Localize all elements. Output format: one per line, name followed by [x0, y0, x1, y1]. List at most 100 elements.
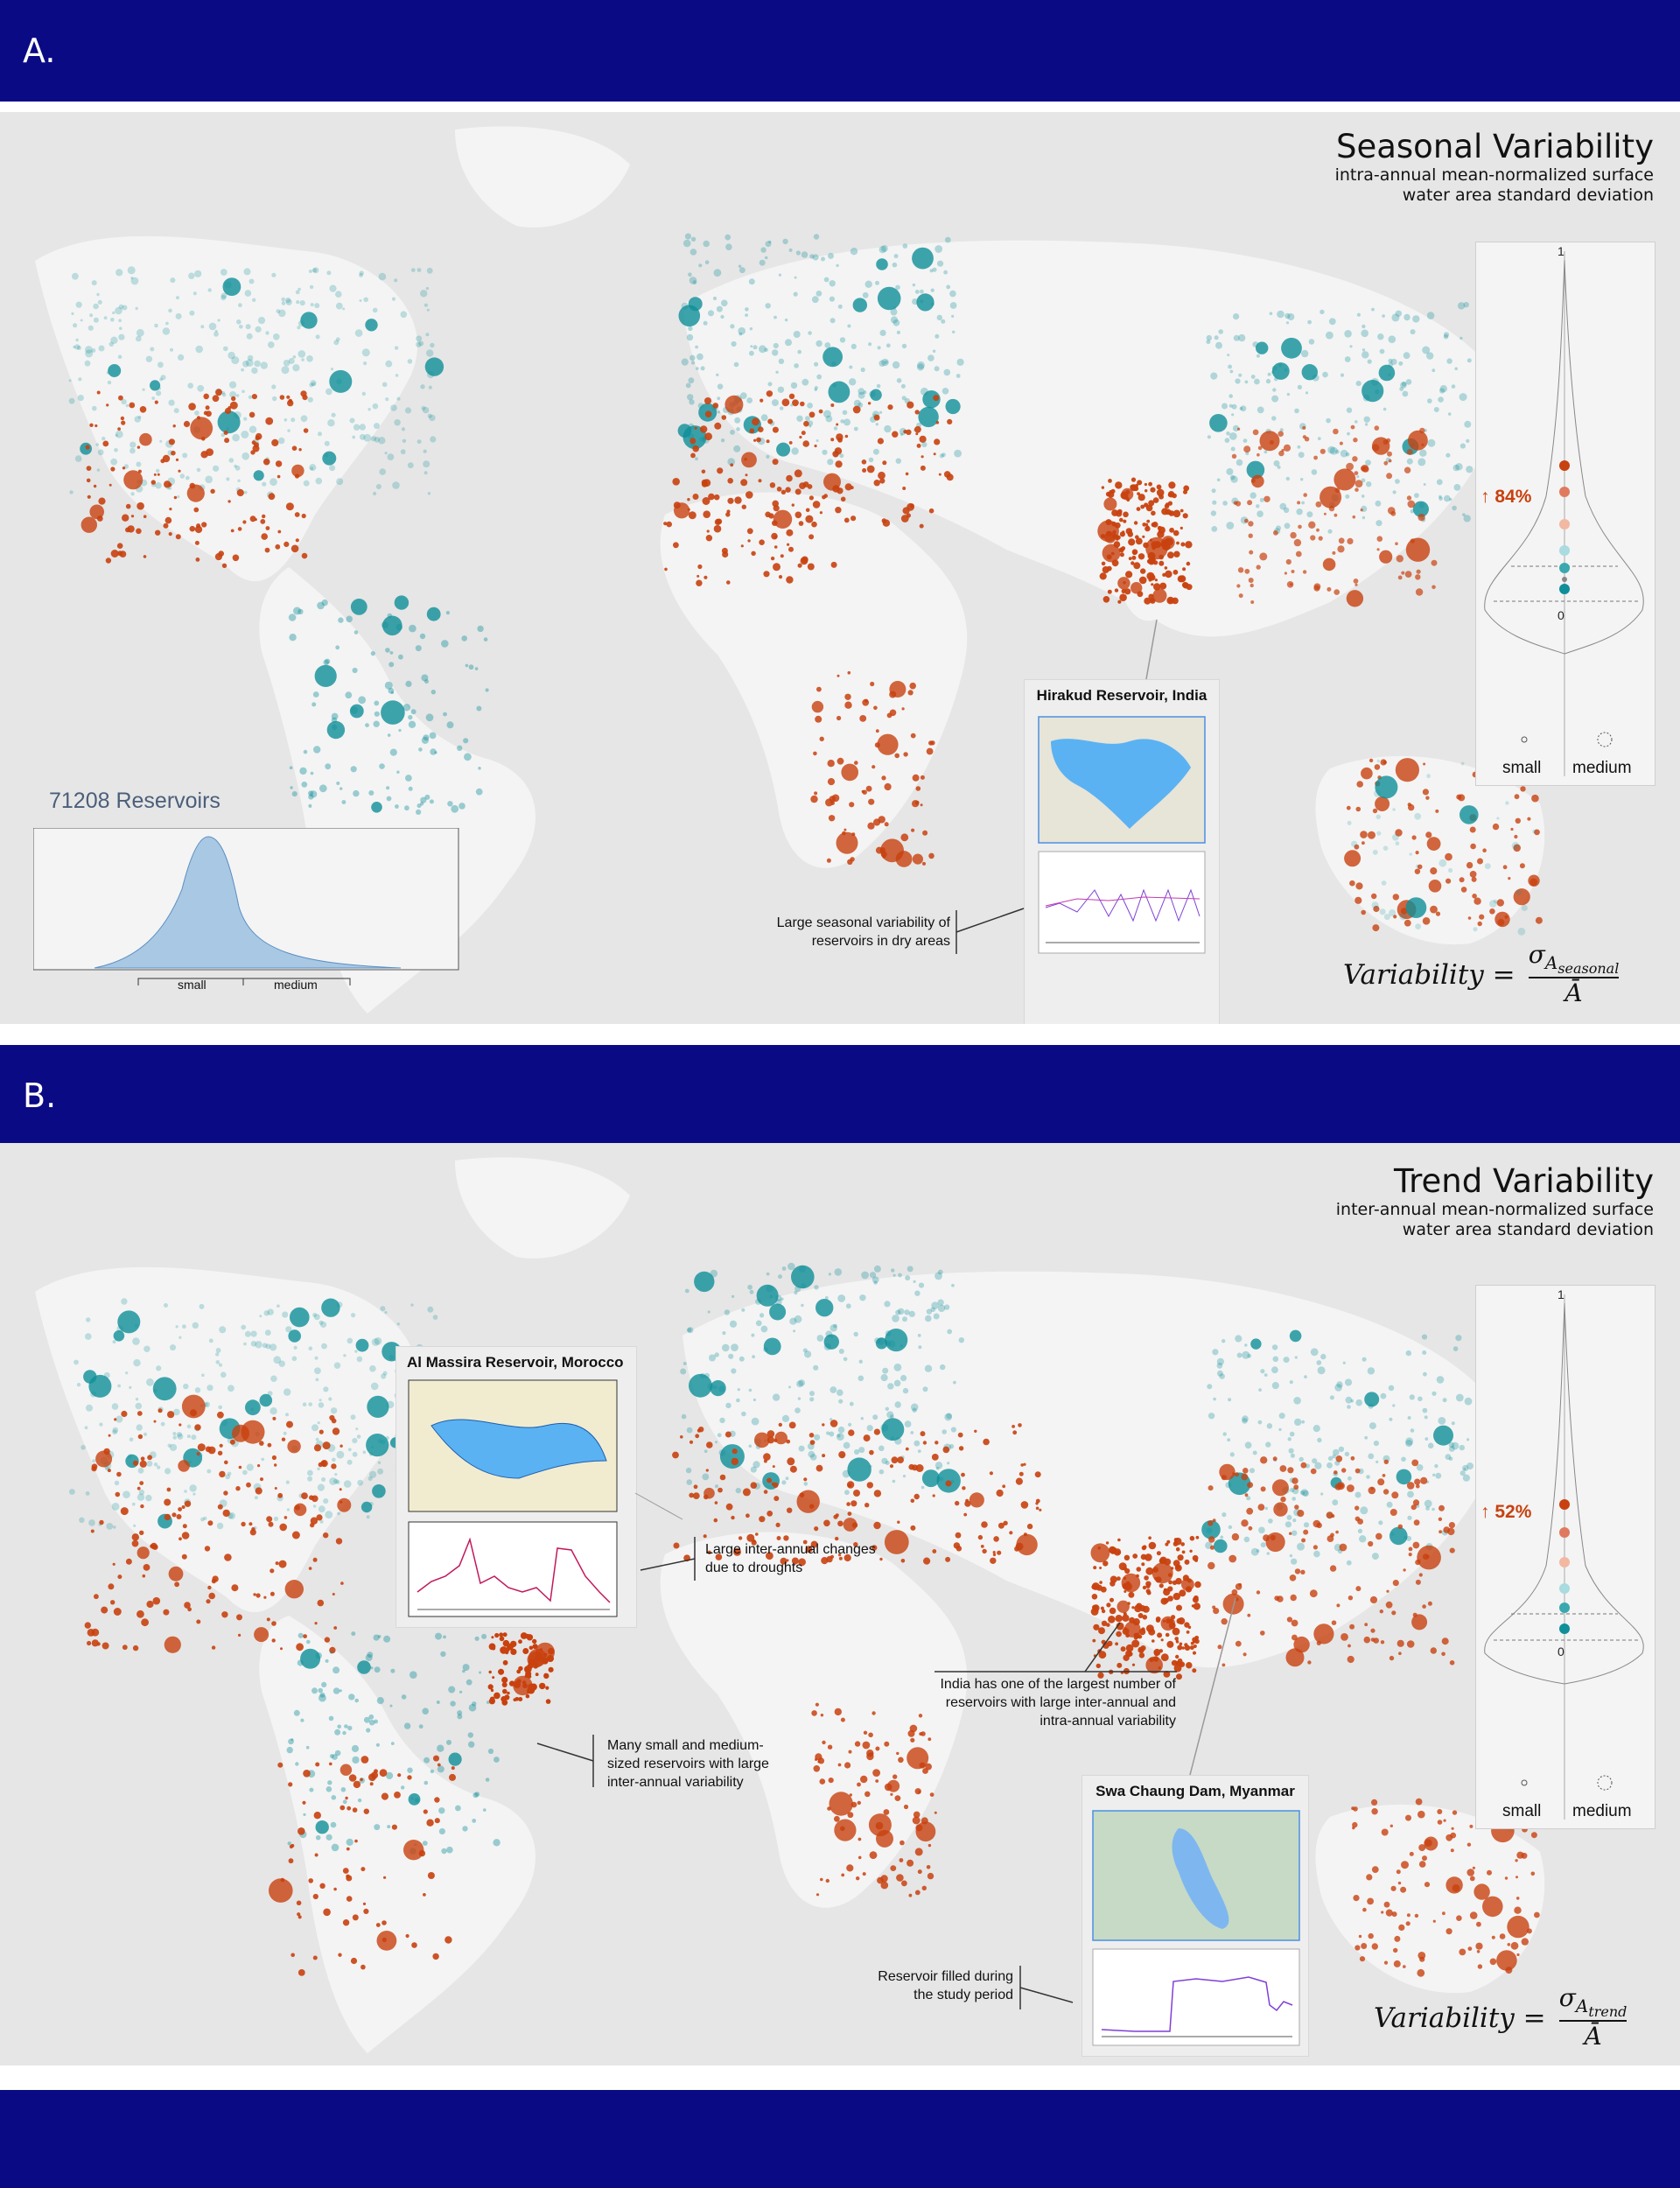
reservoir-dot: [740, 479, 748, 487]
reservoir-dot: [1441, 1637, 1449, 1645]
reservoir-dot: [1292, 1518, 1297, 1523]
reservoir-dot: [892, 306, 897, 310]
reservoir-dot: [1397, 1881, 1402, 1885]
reservoir-dot: [854, 1448, 860, 1455]
reservoir-dot: [1242, 438, 1248, 443]
reservoir-dot: [690, 354, 696, 361]
reservoir-dot: [910, 1431, 914, 1434]
reservoir-dot: [1297, 501, 1301, 505]
reservoir-dot: [333, 340, 340, 346]
reservoir-dot: [415, 645, 422, 652]
reservoir-dot: [285, 1326, 292, 1333]
reservoir-dot: [263, 1595, 267, 1599]
reservoir-dot: [91, 1628, 100, 1637]
reservoir-dot: [522, 1683, 528, 1689]
reservoir-dot: [1292, 1530, 1298, 1536]
reservoir-dot: [315, 1762, 320, 1767]
reservoir-dot: [1482, 848, 1487, 852]
reservoir-dot: [317, 1467, 320, 1471]
reservoir-dot: [231, 356, 240, 365]
reservoir-dot: [122, 305, 128, 311]
reservoir-dot: [803, 420, 809, 427]
reservoir-dot: [163, 1609, 170, 1616]
reservoir-dot: [1344, 356, 1351, 362]
violin-b-size-medium: medium: [1572, 1802, 1632, 1820]
reservoir-dot: [390, 1668, 396, 1673]
reservoir-dot: [522, 1648, 529, 1654]
reservoir-dot: [199, 1303, 205, 1309]
reservoir-dot: [782, 238, 788, 245]
reservoir-dot: [1406, 1535, 1412, 1541]
reservoir-dot: [298, 1969, 305, 1976]
reservoir-dot: [69, 1489, 75, 1495]
reservoir-dot: [1341, 1468, 1347, 1473]
reservoir-dot: [815, 1753, 822, 1761]
reservoir-dot: [1368, 831, 1376, 839]
reservoir-dot: [1377, 333, 1384, 340]
reservoir-dot: [234, 465, 241, 471]
reservoir-dot: [321, 1298, 340, 1317]
reservoir-dot: [837, 1426, 845, 1434]
reservoir-dot: [278, 309, 286, 318]
reservoir-dot: [1456, 1915, 1462, 1921]
reservoir-dot: [907, 690, 914, 696]
reservoir-dot: [386, 786, 390, 790]
reservoir-dot: [811, 700, 824, 713]
reservoir-dot: [1228, 1525, 1233, 1530]
reservoir-dot: [1231, 413, 1235, 417]
reservoir-dot: [1399, 912, 1408, 921]
reservoir-dot: [1231, 403, 1237, 410]
reservoir-dot: [872, 765, 876, 769]
reservoir-dot: [402, 438, 407, 443]
reservoir-dot: [110, 466, 116, 472]
reservoir-dot: [254, 1496, 258, 1500]
reservoir-dot: [1451, 1827, 1454, 1830]
reservoir-dot: [1272, 1456, 1278, 1462]
reservoir-dot: [424, 1780, 429, 1785]
reservoir-dot: [694, 426, 697, 430]
reservoir-dot: [309, 1495, 314, 1500]
reservoir-dot: [704, 575, 708, 579]
reservoir-dot: [853, 1542, 858, 1547]
reservoir-dot: [1382, 760, 1387, 765]
reservoir-dot: [1271, 1382, 1279, 1390]
reservoir-dot: [326, 388, 332, 396]
reservoir-dot: [879, 329, 886, 336]
reservoir-dot: [712, 296, 718, 301]
reservoir-dot: [1220, 1535, 1224, 1539]
reservoir-dot: [150, 347, 155, 352]
reservoir-dot: [277, 529, 282, 534]
reservoir-dot: [841, 1873, 845, 1877]
reservoir-dot: [996, 1489, 1004, 1497]
violin-color-dot: [1559, 460, 1570, 471]
reservoir-dot: [1184, 1643, 1188, 1647]
reservoir-dot: [1134, 1604, 1142, 1613]
reservoir-dot: [717, 467, 724, 474]
reservoir-dot: [1332, 1454, 1336, 1459]
reservoir-dot: [1116, 1600, 1130, 1613]
reservoir-dot: [1460, 805, 1479, 824]
reservoir-dot: [146, 1600, 154, 1609]
reservoir-dot: [217, 1411, 224, 1419]
reservoir-dot: [930, 1307, 936, 1313]
reservoir-dot: [725, 512, 731, 517]
reservoir-dot: [1362, 515, 1366, 520]
reservoir-dot: [1307, 1660, 1312, 1665]
reservoir-dot: [1530, 1832, 1537, 1839]
reservoir-dot: [315, 1378, 319, 1382]
reservoir-dot: [734, 496, 742, 504]
reservoir-dot: [998, 1522, 1004, 1529]
reservoir-dot: [1180, 1542, 1185, 1546]
reservoir-dot: [1264, 495, 1270, 502]
reservoir-dot: [262, 514, 266, 519]
reservoir-dot: [1163, 1588, 1167, 1592]
reservoir-dot: [301, 513, 306, 519]
reservoir-dot: [771, 532, 778, 540]
reservoir-dot: [838, 1553, 842, 1557]
reservoir-dot: [479, 1671, 482, 1674]
reservoir-dot: [1442, 1398, 1447, 1403]
reservoir-dot: [1289, 1329, 1302, 1343]
reservoir-dot: [1482, 1896, 1503, 1918]
reservoir-dot: [931, 1454, 939, 1461]
reservoir-dot: [684, 233, 692, 240]
